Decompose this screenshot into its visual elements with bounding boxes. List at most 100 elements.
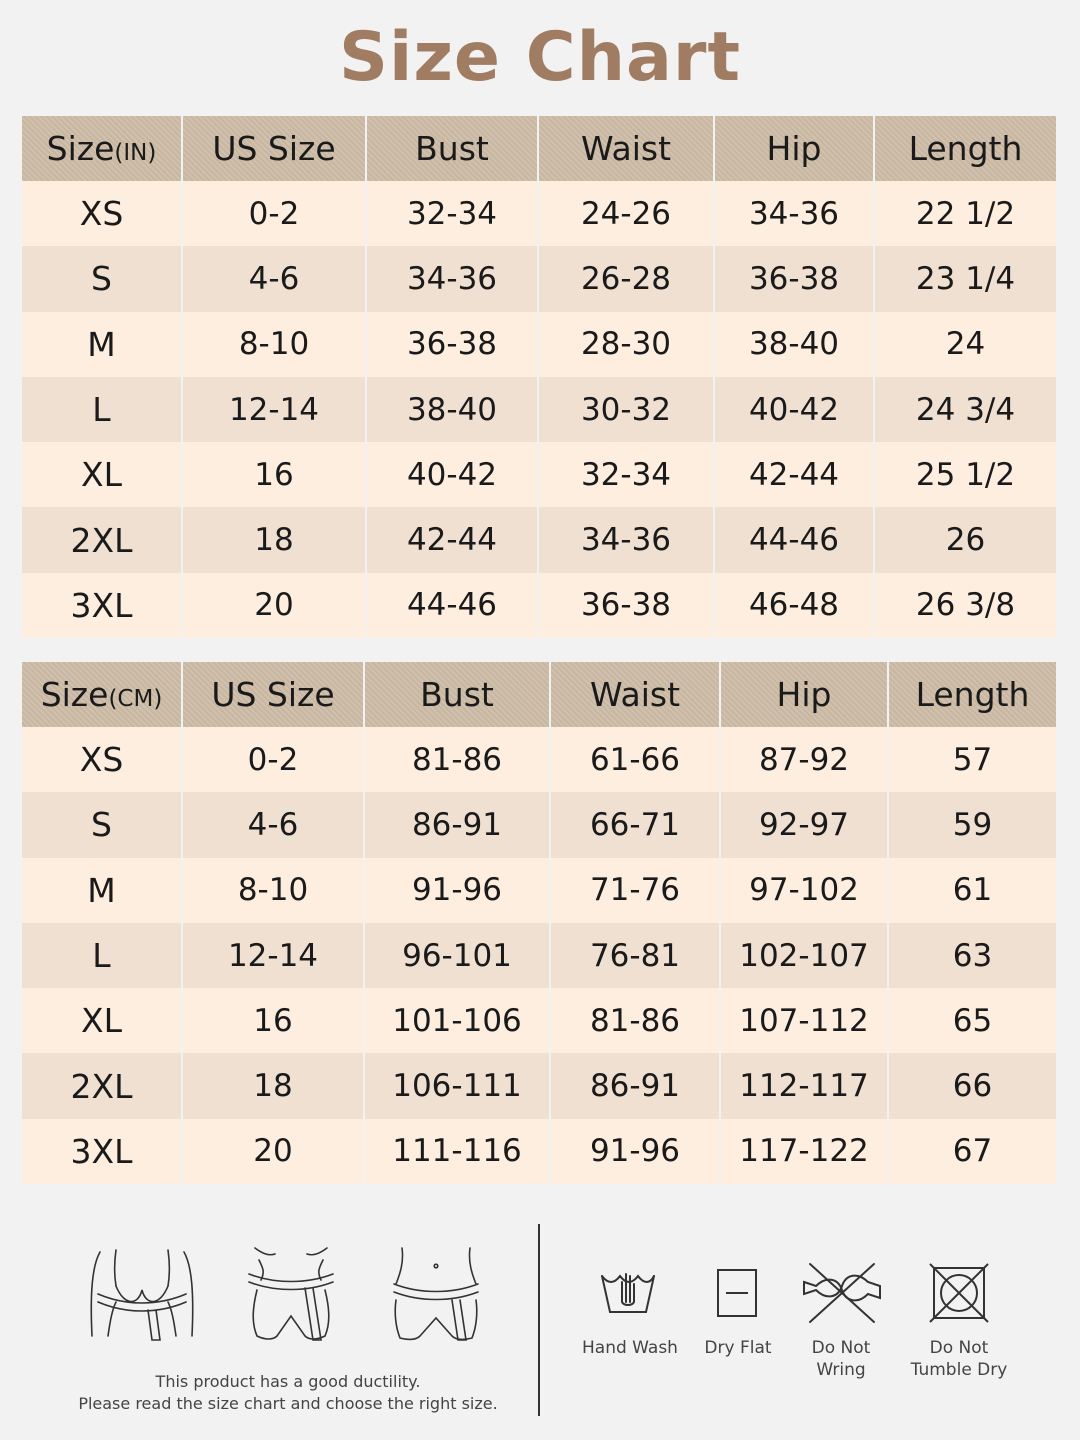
table-cell: 36-38 — [365, 311, 538, 377]
header-waist: Waist — [537, 116, 714, 181]
waist-measure-icon — [248, 1247, 334, 1341]
table-cell: 28-30 — [537, 311, 714, 377]
header-waist: Waist — [549, 662, 720, 727]
table-row: 2XL 18 106-111 86-91 112-117 66 — [22, 1053, 1056, 1119]
table-cell: 18 — [181, 1053, 364, 1119]
header-length: Length — [873, 116, 1056, 181]
table-cell: 63 — [887, 922, 1056, 989]
table-cell: 57 — [887, 727, 1056, 793]
header-us-size: US Size — [181, 116, 366, 181]
hand-wash-label: Hand Wash — [582, 1338, 678, 1358]
header-bust: Bust — [365, 116, 538, 181]
header-size: Size(IN) — [22, 116, 182, 181]
table-cell: 38-40 — [713, 311, 874, 377]
table-cell: 24 — [873, 311, 1056, 377]
table-cell: 12-14 — [181, 922, 364, 989]
table-cell: 91-96 — [549, 1118, 720, 1185]
unit-label: (IN) — [114, 140, 157, 166]
table-row: S 4-6 86-91 66-71 92-97 59 — [22, 792, 1056, 858]
size-cell: M — [22, 311, 182, 377]
size-cell: 3XL — [22, 1118, 182, 1185]
table-cell: 96-101 — [363, 922, 550, 989]
do-not-tumble-label-line1: Do Not — [929, 1338, 989, 1358]
table-cell: 32-34 — [537, 442, 714, 508]
table-cell: 26 — [873, 507, 1056, 573]
table-cell: 32-34 — [365, 181, 538, 247]
section-divider — [538, 1224, 540, 1416]
table-cell: 34-36 — [365, 246, 538, 312]
table-cell: 26 3/8 — [873, 572, 1056, 639]
table-cell: 67 — [887, 1118, 1056, 1185]
table-cell: 20 — [181, 572, 366, 639]
table-row: XS 0-2 81-86 61-66 87-92 57 — [22, 727, 1056, 793]
do-not-tumble-dry-icon — [929, 1263, 989, 1323]
table-cell: 46-48 — [713, 572, 874, 639]
table-cell: 44-46 — [713, 507, 874, 573]
table-row: XS 0-2 32-34 24-26 34-36 22 1/2 — [22, 181, 1056, 247]
table-cell: 66-71 — [549, 792, 720, 858]
table-cell: 81-86 — [363, 727, 550, 793]
table-row: 3XL 20 44-46 36-38 46-48 26 3/8 — [22, 572, 1056, 639]
table-row: L 12-14 96-101 76-81 102-107 63 — [22, 922, 1056, 989]
table-cell: 34-36 — [537, 507, 714, 573]
table-cell: 91-96 — [363, 857, 550, 923]
table-cell: 111-116 — [363, 1118, 550, 1185]
ductility-note: This product has a good ductility. — [155, 1372, 421, 1391]
header-hip: Hip — [719, 662, 888, 727]
size-cell: 3XL — [22, 572, 182, 639]
table-cell: 102-107 — [719, 922, 888, 989]
table-row: M 8-10 36-38 28-30 38-40 24 — [22, 311, 1056, 377]
table-cell: 86-91 — [549, 1053, 720, 1119]
table-cell: 34-36 — [713, 181, 874, 247]
do-not-wring-icon — [803, 1263, 881, 1323]
table-cell: 117-122 — [719, 1118, 888, 1185]
table-cell: 36-38 — [537, 572, 714, 639]
size-cell: 2XL — [22, 1053, 182, 1119]
page-title: Size Chart — [339, 18, 741, 97]
table-row: L 12-14 38-40 30-32 40-42 24 3/4 — [22, 376, 1056, 443]
table-cell: 76-81 — [549, 922, 720, 989]
table-cell: 106-111 — [363, 1053, 550, 1119]
table-cell: 71-76 — [549, 857, 720, 923]
table-row: 3XL 20 111-116 91-96 117-122 67 — [22, 1118, 1056, 1185]
table-cell: 87-92 — [719, 727, 888, 793]
size-label: Size — [46, 129, 115, 168]
size-cell: S — [22, 792, 182, 858]
table-cell: 20 — [181, 1118, 364, 1185]
table-cell: 59 — [887, 792, 1056, 858]
size-table-centimeters: Size(CM) US Size Bust Waist Hip Length X… — [22, 662, 1056, 1185]
table-header-row: Size(CM) US Size Bust Waist Hip Length — [22, 662, 1056, 727]
table-cell: 107-112 — [719, 988, 888, 1054]
table-cell: 8-10 — [181, 857, 364, 923]
table-cell: 86-91 — [363, 792, 550, 858]
header-bust: Bust — [363, 662, 550, 727]
table-cell: 4-6 — [181, 792, 364, 858]
header-hip: Hip — [713, 116, 874, 181]
size-advice-note: Please read the size chart and choose th… — [78, 1394, 498, 1413]
table-cell: 23 1/4 — [873, 246, 1056, 312]
table-cell: 42-44 — [713, 442, 874, 508]
table-cell: 16 — [181, 988, 364, 1054]
size-label: Size — [40, 675, 109, 714]
header-length: Length — [887, 662, 1056, 727]
size-cell: XS — [22, 727, 182, 793]
size-cell: M — [22, 857, 182, 923]
table-cell: 25 1/2 — [873, 442, 1056, 508]
dry-flat-label: Dry Flat — [704, 1338, 772, 1358]
size-cell: 2XL — [22, 507, 182, 573]
table-cell: 18 — [181, 507, 366, 573]
table-cell: 101-106 — [363, 988, 550, 1054]
table-cell: 22 1/2 — [873, 181, 1056, 247]
size-cell: XS — [22, 181, 182, 247]
table-cell: 26-28 — [537, 246, 714, 312]
table-cell: 38-40 — [365, 376, 538, 443]
size-table-inches: Size(IN) US Size Bust Waist Hip Length X… — [22, 116, 1056, 639]
header-size: Size(CM) — [22, 662, 182, 727]
table-row: S 4-6 34-36 26-28 36-38 23 1/4 — [22, 246, 1056, 312]
do-not-tumble-label-line2: Tumble Dry — [910, 1360, 1008, 1380]
size-cell: L — [22, 922, 182, 989]
table-cell: 40-42 — [365, 442, 538, 508]
table-cell: 65 — [887, 988, 1056, 1054]
table-cell: 61-66 — [549, 727, 720, 793]
hand-wash-icon — [601, 1273, 655, 1313]
